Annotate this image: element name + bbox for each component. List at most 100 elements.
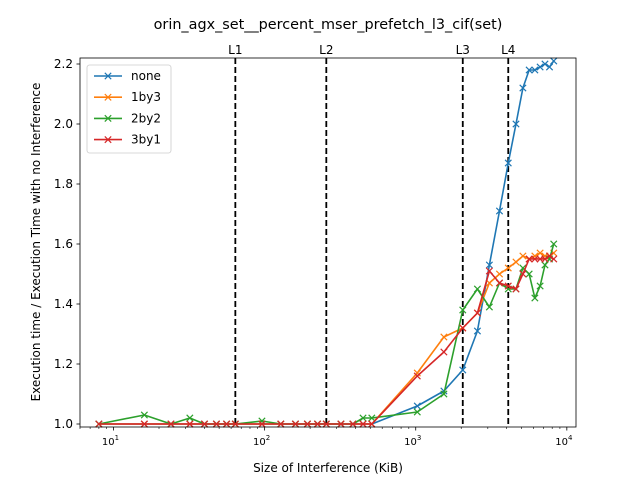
data-point	[485, 261, 494, 269]
data-point	[186, 414, 194, 422]
data-point	[495, 270, 504, 278]
data-point	[459, 306, 467, 314]
legend-marker	[104, 135, 112, 144]
legend-marker	[104, 72, 112, 80]
data-point	[541, 60, 549, 68]
data-point	[504, 264, 512, 272]
data-point	[359, 414, 367, 422]
data-point	[349, 420, 357, 428]
data-point	[541, 261, 549, 269]
y-tick-label: 2.0	[54, 117, 73, 131]
data-point	[485, 267, 494, 275]
data-point	[473, 327, 482, 335]
y-tick-label: 1.4	[54, 297, 73, 311]
data-point	[536, 282, 544, 290]
data-point	[303, 420, 312, 428]
data-point	[531, 66, 539, 74]
legend-item-3by1: 3by1	[94, 133, 161, 147]
x-tick-label-base: 10	[253, 437, 266, 448]
data-point	[495, 207, 504, 215]
data-point	[440, 390, 448, 398]
x-tick-label-exponent: 4	[568, 434, 573, 442]
data-point	[531, 255, 539, 263]
data-point	[413, 402, 421, 410]
data-point	[459, 324, 467, 332]
data-point	[258, 420, 266, 428]
data-point	[368, 414, 376, 422]
x-tick-label-base: 10	[555, 437, 568, 448]
x-tick-label-exponent: 2	[266, 434, 270, 442]
data-point	[231, 420, 239, 428]
data-point	[368, 420, 376, 428]
data-point	[337, 420, 345, 428]
data-point	[519, 270, 527, 278]
data-point	[485, 303, 494, 311]
data-point	[545, 63, 554, 71]
data-point	[140, 411, 148, 419]
axes-frame	[79, 57, 577, 428]
data-point	[473, 309, 482, 317]
data-point	[504, 159, 512, 167]
data-point	[313, 420, 322, 428]
data-point	[504, 282, 512, 290]
y-axis-label: Execution time / Execution Time with no …	[29, 83, 43, 402]
data-point	[322, 420, 330, 428]
data-point	[531, 252, 539, 260]
legend-label: 1by3	[131, 90, 161, 104]
data-point	[291, 420, 300, 428]
data-point	[525, 255, 533, 263]
x-axis-label: Size of Interference (KiB)	[253, 461, 403, 475]
legend-marker	[104, 93, 112, 101]
data-point	[140, 420, 148, 428]
data-point	[186, 420, 194, 428]
data-point	[459, 366, 467, 374]
x-tick-label-exponent: 1	[115, 434, 119, 442]
legend: none 1by3 2by2 3by1	[86, 64, 172, 154]
data-point	[212, 420, 221, 428]
data-point	[550, 57, 558, 65]
data-point	[95, 420, 103, 428]
legend-box	[86, 64, 172, 154]
data-point	[473, 285, 482, 293]
y-tick-label: 1.2	[54, 357, 73, 371]
data-point	[512, 120, 520, 128]
y-tick-label: 1.6	[54, 237, 73, 251]
cache-line-label: L4	[501, 43, 515, 57]
data-point	[167, 420, 175, 428]
x-tick-label-base: 10	[102, 437, 115, 448]
data-point	[512, 258, 520, 266]
data-point	[413, 372, 421, 380]
data-point	[258, 417, 266, 425]
data-point	[531, 294, 539, 302]
data-point	[525, 66, 533, 74]
x-tick-label: 104	[555, 434, 573, 448]
legend-label: none	[131, 69, 161, 83]
data-point	[200, 420, 209, 428]
data-point	[222, 420, 231, 428]
x-tick-label: 103	[404, 434, 421, 448]
data-point	[495, 279, 504, 287]
data-point	[277, 420, 285, 428]
data-point	[413, 408, 421, 416]
x-tick-label-exponent: 3	[417, 434, 421, 442]
data-point	[519, 84, 527, 92]
legend-item-none: none	[94, 69, 161, 83]
cache-line-label: L1	[228, 43, 242, 57]
legend-label: 2by2	[131, 111, 161, 125]
x-tick-label-base: 10	[404, 437, 417, 448]
legend-item-1by3: 1by3	[94, 90, 161, 104]
data-point	[545, 252, 554, 260]
series-3by1	[95, 252, 558, 428]
data-point	[519, 252, 527, 260]
data-point	[541, 255, 549, 263]
y-tick-label: 1.0	[54, 417, 73, 431]
y-tick-label: 2.2	[54, 57, 73, 71]
chart-title: orin_agx_set__percent_mser_prefetch_l3_c…	[154, 17, 503, 33]
cache-line-label: L2	[319, 43, 333, 57]
x-tick-label: 101	[102, 434, 119, 448]
y-tick-label: 1.8	[54, 177, 73, 191]
cache-line-label: L3	[456, 43, 470, 57]
data-point	[512, 285, 520, 293]
